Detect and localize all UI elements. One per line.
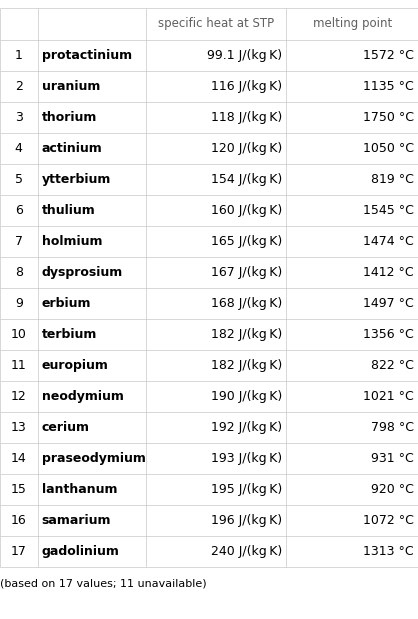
Text: 168 J/(kg K): 168 J/(kg K) (211, 297, 282, 310)
Text: uranium: uranium (42, 80, 100, 93)
Text: 1135 °C: 1135 °C (363, 80, 414, 93)
Text: protactinium: protactinium (42, 49, 132, 62)
Text: actinium: actinium (42, 142, 102, 155)
Text: 13: 13 (11, 421, 27, 434)
Text: 240 J/(kg K): 240 J/(kg K) (211, 545, 282, 558)
Text: 118 J/(kg K): 118 J/(kg K) (211, 111, 282, 124)
Text: 931 °C: 931 °C (371, 452, 414, 465)
Text: holmium: holmium (42, 235, 102, 248)
Text: 196 J/(kg K): 196 J/(kg K) (211, 514, 282, 527)
Text: 190 J/(kg K): 190 J/(kg K) (211, 390, 282, 403)
Text: 99.1 J/(kg K): 99.1 J/(kg K) (207, 49, 282, 62)
Text: 182 J/(kg K): 182 J/(kg K) (211, 328, 282, 341)
Text: 195 J/(kg K): 195 J/(kg K) (211, 483, 282, 496)
Text: 154 J/(kg K): 154 J/(kg K) (211, 173, 282, 186)
Text: 1313 °C: 1313 °C (363, 545, 414, 558)
Text: 116 J/(kg K): 116 J/(kg K) (211, 80, 282, 93)
Text: 1545 °C: 1545 °C (363, 204, 414, 217)
Text: 5: 5 (15, 173, 23, 186)
Text: 2: 2 (15, 80, 23, 93)
Text: lanthanum: lanthanum (42, 483, 117, 496)
Text: 14: 14 (11, 452, 27, 465)
Text: 1572 °C: 1572 °C (363, 49, 414, 62)
Text: 15: 15 (11, 483, 27, 496)
Text: 822 °C: 822 °C (371, 359, 414, 372)
Text: 182 J/(kg K): 182 J/(kg K) (211, 359, 282, 372)
Text: 120 J/(kg K): 120 J/(kg K) (211, 142, 282, 155)
Text: cerium: cerium (42, 421, 90, 434)
Text: 17: 17 (11, 545, 27, 558)
Text: 9: 9 (15, 297, 23, 310)
Text: 920 °C: 920 °C (371, 483, 414, 496)
Text: 1750 °C: 1750 °C (363, 111, 414, 124)
Text: 192 J/(kg K): 192 J/(kg K) (211, 421, 282, 434)
Text: melting point: melting point (313, 17, 392, 30)
Text: 165 J/(kg K): 165 J/(kg K) (211, 235, 282, 248)
Text: 798 °C: 798 °C (371, 421, 414, 434)
Text: specific heat at STP: specific heat at STP (158, 17, 274, 30)
Text: thulium: thulium (42, 204, 96, 217)
Text: 1497 °C: 1497 °C (363, 297, 414, 310)
Text: neodymium: neodymium (42, 390, 124, 403)
Text: 1412 °C: 1412 °C (363, 266, 414, 279)
Text: 160 J/(kg K): 160 J/(kg K) (211, 204, 282, 217)
Text: samarium: samarium (42, 514, 111, 527)
Text: 6: 6 (15, 204, 23, 217)
Text: 7: 7 (15, 235, 23, 248)
Text: 12: 12 (11, 390, 27, 403)
Text: 10: 10 (11, 328, 27, 341)
Text: 1050 °C: 1050 °C (363, 142, 414, 155)
Text: 1072 °C: 1072 °C (363, 514, 414, 527)
Text: 1021 °C: 1021 °C (363, 390, 414, 403)
Text: europium: europium (42, 359, 109, 372)
Text: thorium: thorium (42, 111, 97, 124)
Text: 1: 1 (15, 49, 23, 62)
Text: praseodymium: praseodymium (42, 452, 146, 465)
Text: erbium: erbium (42, 297, 91, 310)
Text: (based on 17 values; 11 unavailable): (based on 17 values; 11 unavailable) (0, 579, 206, 589)
Text: ytterbium: ytterbium (42, 173, 111, 186)
Text: 16: 16 (11, 514, 27, 527)
Text: dysprosium: dysprosium (42, 266, 123, 279)
Text: 1356 °C: 1356 °C (363, 328, 414, 341)
Text: 193 J/(kg K): 193 J/(kg K) (211, 452, 282, 465)
Text: terbium: terbium (42, 328, 97, 341)
Text: 4: 4 (15, 142, 23, 155)
Text: 819 °C: 819 °C (371, 173, 414, 186)
Text: 8: 8 (15, 266, 23, 279)
Text: 1474 °C: 1474 °C (363, 235, 414, 248)
Text: 11: 11 (11, 359, 27, 372)
Text: 167 J/(kg K): 167 J/(kg K) (211, 266, 282, 279)
Text: 3: 3 (15, 111, 23, 124)
Text: gadolinium: gadolinium (42, 545, 120, 558)
